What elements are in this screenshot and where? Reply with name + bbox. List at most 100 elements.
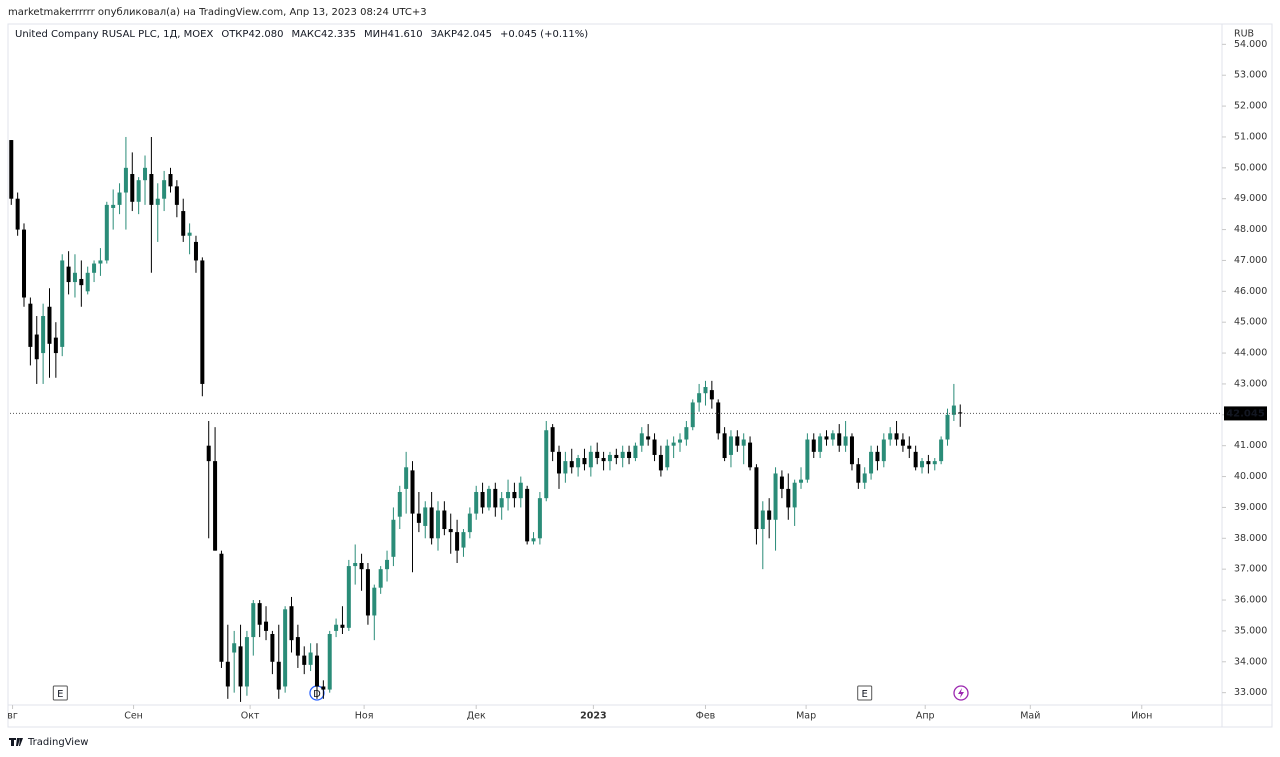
candle [187,223,192,255]
y-tick-label: 43.000 [1234,378,1267,389]
candle [353,544,358,585]
candle-body [98,260,103,264]
candle [875,445,880,471]
candle [98,248,103,276]
candle-body [792,482,797,508]
lightning-icon [953,685,969,701]
candle-body [467,513,472,533]
candle [518,476,523,508]
candle [633,442,638,462]
candle-body [582,458,587,465]
candle [792,479,797,526]
candle [849,433,854,471]
candle-body [722,433,727,459]
candle [276,624,281,699]
candle-body [474,491,479,514]
candle [397,485,402,530]
candle [722,427,727,462]
candle [85,266,90,295]
candle [576,454,581,477]
candle [53,322,58,378]
candle-body [728,436,733,455]
candle-body [155,198,160,205]
candle-body [455,532,460,551]
candle-body [652,439,657,455]
candle [193,235,198,273]
candle-body [703,387,708,394]
candle [174,180,179,218]
candle [123,136,128,230]
x-tick-label: Фев [696,711,716,722]
y-tick-label: 45.000 [1234,317,1267,328]
candle [862,467,867,489]
candle-body [888,433,893,440]
candle [741,433,746,465]
y-tick-label: 50.000 [1234,162,1267,173]
candle [639,427,644,452]
candle-body [665,445,670,468]
candle [506,479,511,511]
candle-body [716,402,721,434]
candle-body [410,470,415,514]
candle [416,491,421,533]
candle-body [531,538,536,542]
candle-body [168,174,173,187]
candle-body [85,272,90,292]
candle-body [843,436,848,446]
candle-body [569,461,574,468]
candle-body [951,405,956,415]
footer-logo [9,738,23,746]
candle [907,436,912,459]
candle-body [576,458,581,468]
candle-body [684,427,689,440]
last-price-box [1224,406,1267,421]
candle [773,467,778,551]
candle [79,260,84,307]
candle [856,458,861,489]
candle [346,559,351,631]
candle [448,513,453,554]
candle-body [264,621,269,631]
legend-item: ЗАКР42.045 [431,29,492,40]
candle-body [849,436,854,465]
candle [684,420,689,446]
candle-body [862,473,867,483]
candle-body [697,393,702,403]
candle-body [391,519,396,557]
candle-body [15,198,20,230]
candle-body [435,510,440,539]
candle [9,140,14,205]
candle [754,464,759,545]
candle [652,433,657,462]
candle-body [72,272,77,283]
candle [334,618,339,638]
candle [136,177,141,215]
candle-body [442,510,447,530]
event-label: E [862,689,868,700]
candle-body [34,334,39,360]
candle [117,183,122,215]
candle-body [779,476,784,489]
candle [805,433,810,483]
candle [760,501,765,570]
candle-body [537,498,542,539]
x-tick-label: Май [1020,711,1040,722]
candle-body [856,464,861,483]
candle-body [28,303,33,347]
candle [690,399,695,431]
candle-body [174,186,179,205]
candle-body [372,587,377,616]
candle-body [518,482,523,499]
candle-body [353,562,358,567]
event-marker: E [52,685,68,701]
candle-body [913,451,918,468]
candle [289,596,294,653]
candle [837,424,842,452]
candle-body [754,467,759,530]
candle-body [429,507,434,539]
candle-body [289,606,294,641]
candle-body [41,316,46,354]
y-tick-label: 41.000 [1234,440,1267,451]
candle [582,448,587,471]
candle-body [213,461,218,551]
